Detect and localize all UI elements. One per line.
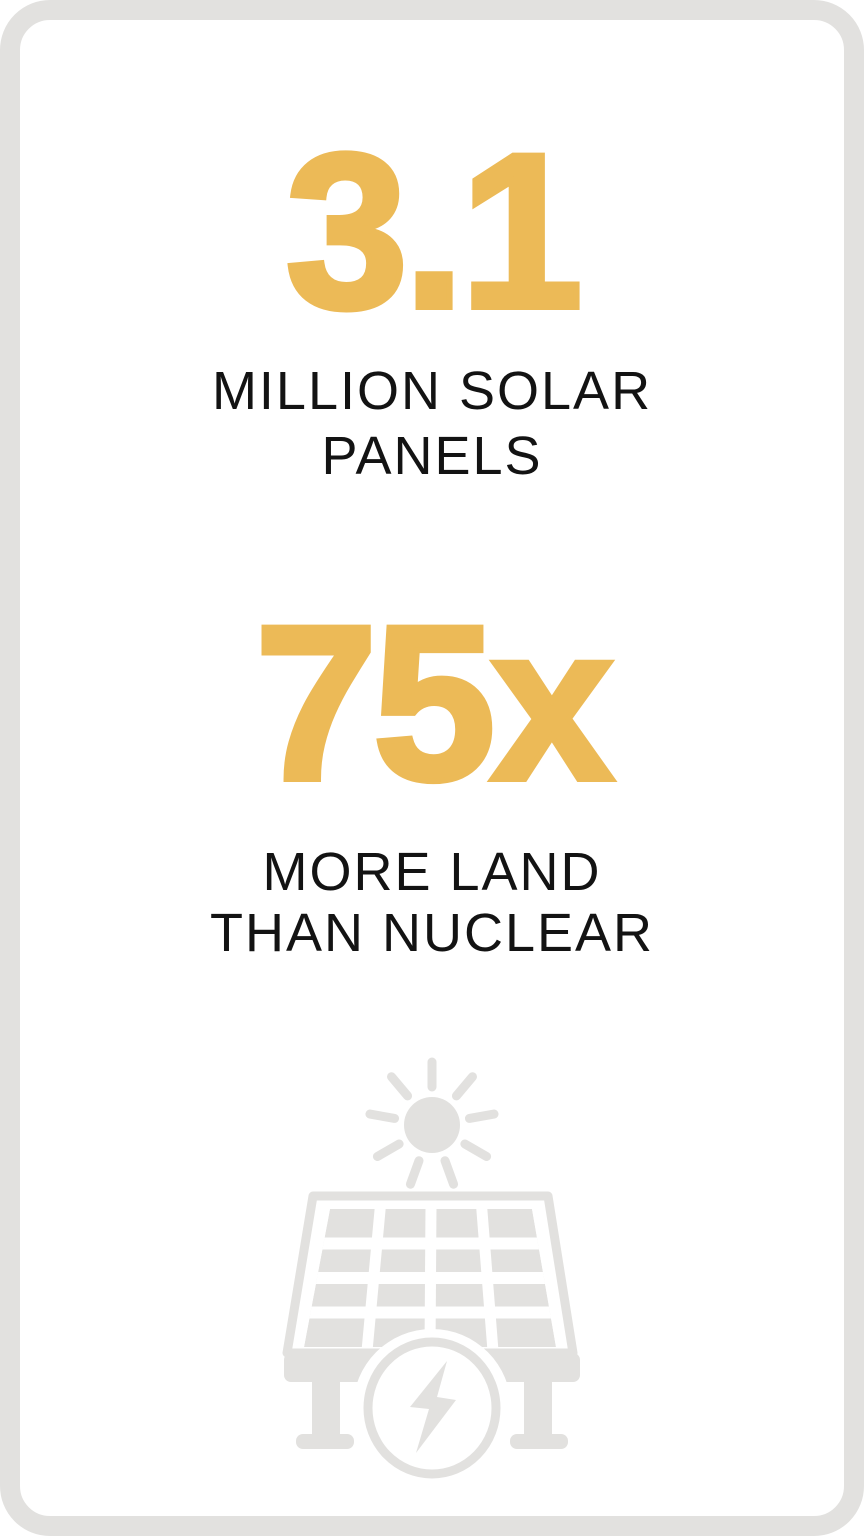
energy-bolt-badge: [353, 1329, 511, 1487]
panel-legs: [296, 1378, 568, 1449]
stat-label-line: MORE LAND: [262, 842, 602, 902]
stat-label-solar-panels: MILLION SOLAR PANELS: [0, 359, 864, 489]
stat-label-line: MILLION SOLAR: [211, 361, 653, 421]
lightning-bolt-icon: [410, 1361, 456, 1453]
panel-cells: [304, 1209, 556, 1347]
sun-icon: [365, 1057, 499, 1189]
stat-value-land-use: 75x: [252, 580, 616, 826]
stat-label-line: THAN NUCLEAR: [209, 903, 655, 963]
stat-value-solar-panels: 3.1: [283, 108, 586, 354]
stat-label-line: PANELS: [321, 426, 543, 486]
stat-label-land-use: MORE LAND THAN NUCLEAR: [0, 842, 864, 964]
